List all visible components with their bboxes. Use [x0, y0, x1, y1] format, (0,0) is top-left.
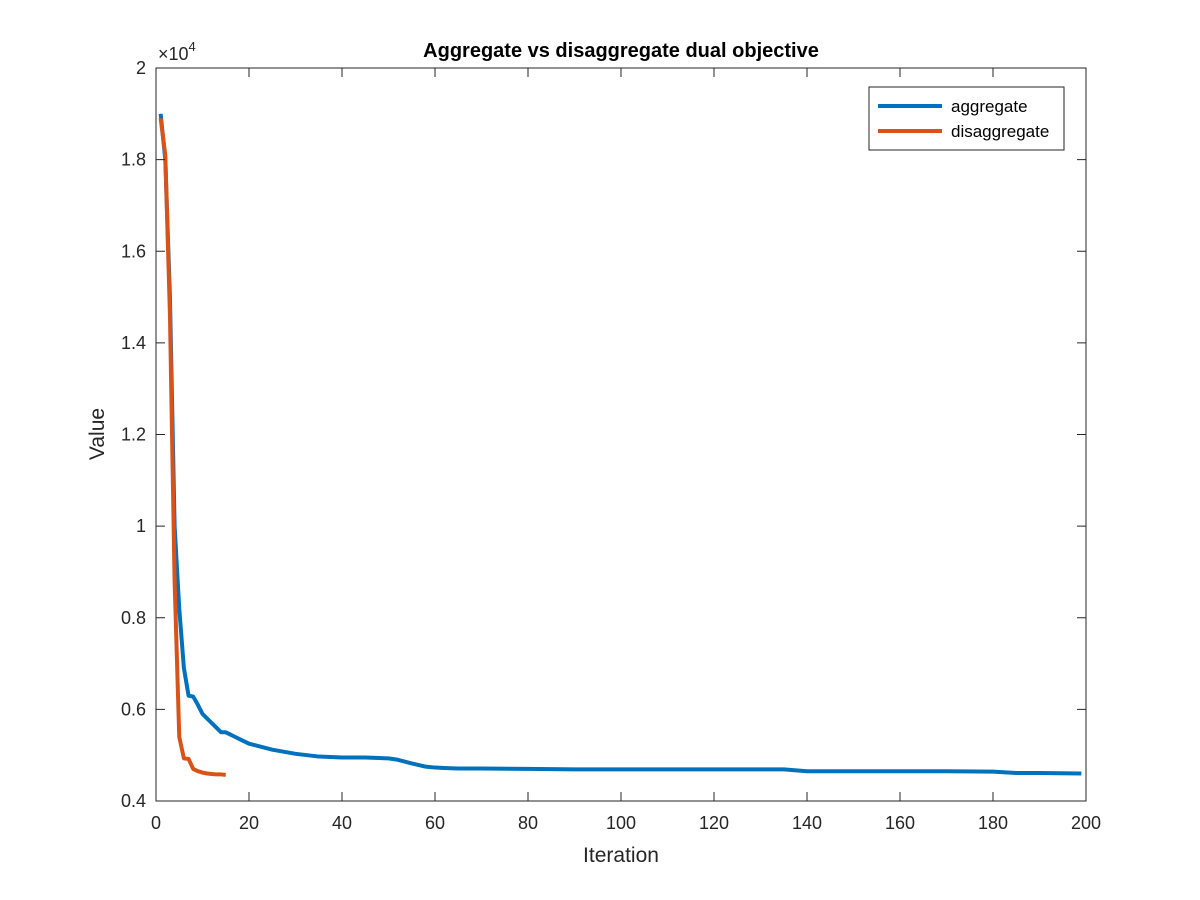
y-axis: 0.4 0.6 0.8 1 1.2 1.4 1.6 1.8 2 [121, 58, 1086, 811]
series-line-aggregate [158, 113, 1082, 776]
x-tick-label: 140 [792, 813, 822, 833]
x-axis: 0 20 40 60 80 100 120 140 160 180 200 [151, 68, 1101, 833]
x-tick-label: 120 [699, 813, 729, 833]
legend: aggregate disaggregate [868, 86, 1065, 151]
x-tick-label: 20 [239, 813, 259, 833]
x-tick-label: 40 [332, 813, 352, 833]
y-exponent-label: ×104 [158, 39, 196, 64]
series-layer [158, 113, 1082, 777]
x-tick-label: 60 [425, 813, 445, 833]
legend-label-disaggregate: disaggregate [951, 122, 1049, 141]
y-tick-label: 2 [136, 58, 146, 78]
chart-title: Aggregate vs disaggregate dual objective [423, 40, 819, 62]
series-line-disaggregate [158, 118, 226, 777]
x-tick-label: 200 [1071, 813, 1101, 833]
y-tick-label: 1 [136, 516, 146, 536]
legend-label-aggregate: aggregate [951, 97, 1028, 116]
y-tick-label: 1.2 [121, 425, 146, 445]
y-tick-label: 0.6 [121, 699, 146, 719]
x-tick-label: 80 [518, 813, 538, 833]
plot-area [156, 68, 1086, 801]
x-tick-label: 100 [606, 813, 636, 833]
legend-box [868, 86, 1065, 151]
y-tick-label: 1.6 [121, 241, 146, 261]
y-tick-label: 1.8 [121, 150, 146, 170]
x-tick-label: 180 [978, 813, 1008, 833]
x-axis-label: Iteration [583, 844, 659, 867]
y-axis-label: Value [86, 408, 109, 460]
x-tick-label: 0 [151, 813, 161, 833]
y-tick-label: 0.4 [121, 791, 146, 811]
x-tick-label: 160 [885, 813, 915, 833]
y-tick-label: 1.4 [121, 333, 146, 353]
y-tick-label: 0.8 [121, 608, 146, 628]
